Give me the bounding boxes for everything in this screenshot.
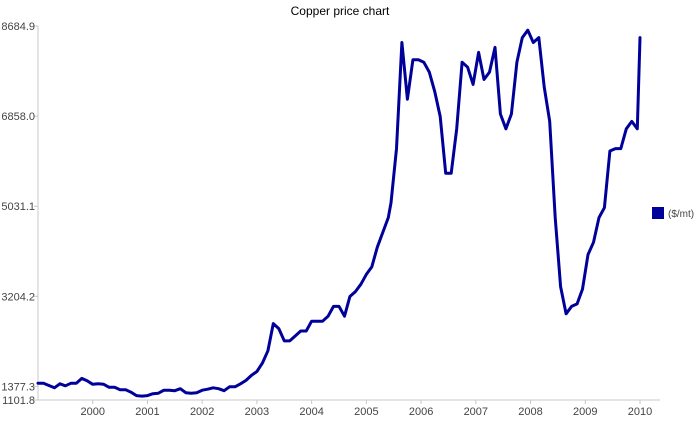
x-tick-label: 2001: [135, 406, 159, 418]
y-tick-label: 1377.3: [1, 381, 35, 393]
chart-title: Copper price chart: [291, 4, 390, 18]
x-tick-label: 2005: [354, 406, 378, 418]
x-tick-label: 2007: [464, 406, 488, 418]
y-tick-label: 3204.2: [1, 291, 35, 303]
y-tick-label: 6858.0: [1, 111, 35, 123]
series-line-copper-price: [36, 28, 642, 398]
x-tick-label: 2004: [299, 406, 323, 418]
x-tick-label: 2003: [245, 406, 269, 418]
x-axis-ticks: 2000 2001 2002 2003 2004 2005 2006 2007 2008 2009…: [80, 400, 652, 418]
y-tick-label: 1101.8: [2, 395, 35, 407]
x-tick-label: 2002: [190, 406, 214, 418]
x-tick-label: 2008: [518, 406, 542, 418]
legend-swatch: [652, 207, 664, 219]
y-tick-label: 8684.9: [1, 21, 35, 33]
x-tick-label: 2010: [628, 406, 652, 418]
legend: ($/mt): [652, 207, 694, 220]
x-tick-label: 2006: [409, 406, 433, 418]
y-tick-label: 5031.1: [1, 201, 35, 213]
x-tick-label: 2000: [80, 406, 104, 418]
y-axis-ticks: 1101.8 1377.3 3204.2 5031.1 6858.0 8684.9: [1, 21, 38, 407]
legend-label: ($/mt): [668, 209, 694, 220]
x-tick-label: 2009: [573, 406, 597, 418]
